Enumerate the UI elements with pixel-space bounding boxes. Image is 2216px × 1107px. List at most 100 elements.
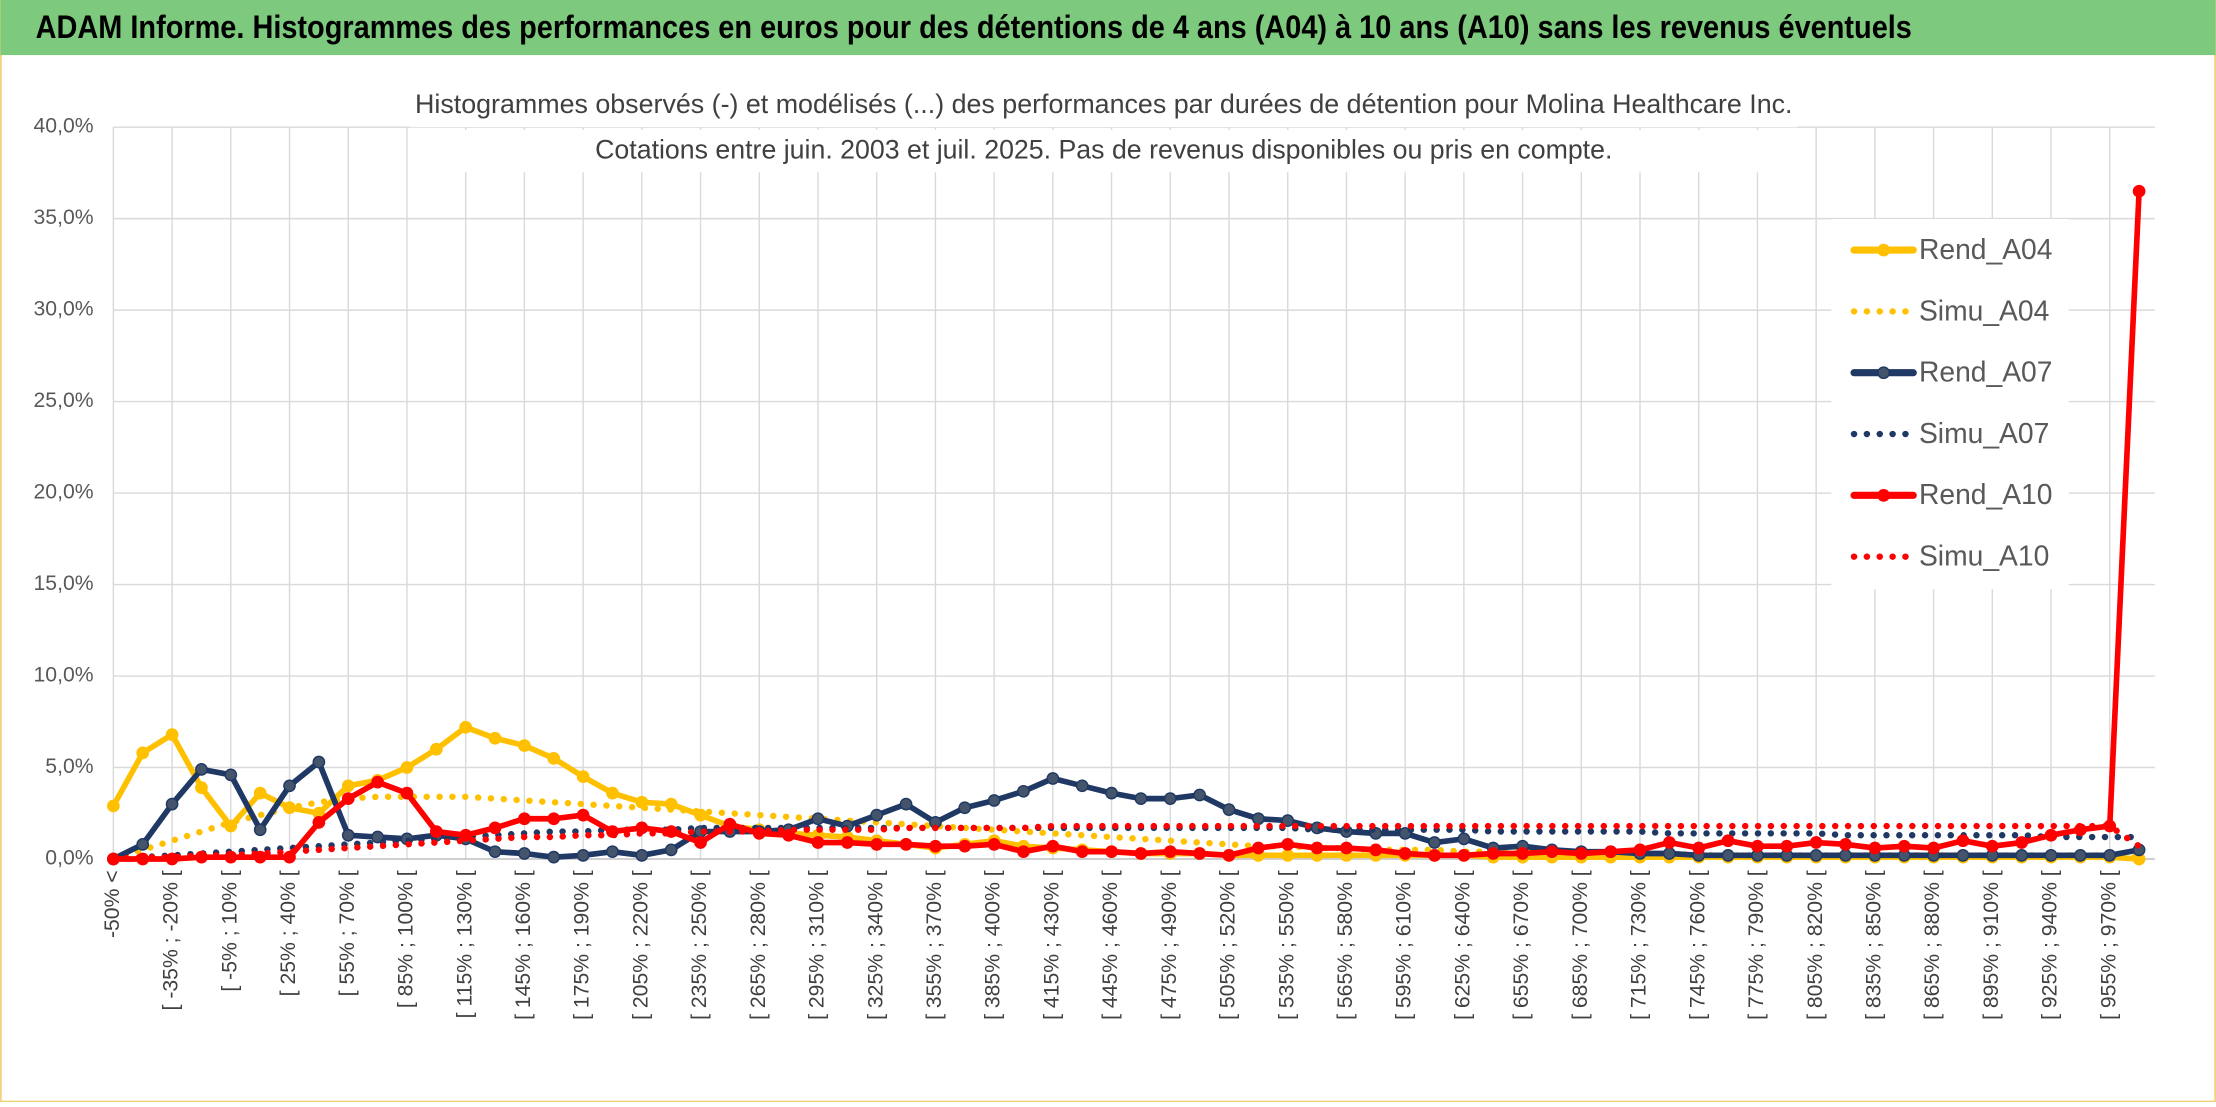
series-marker <box>1017 784 1030 798</box>
x-tick-label: [ 715% ; 730% [ <box>1628 870 1651 1020</box>
x-tick-label: [ 25% ; 40% [ <box>277 870 300 996</box>
x-tick-label: [ 445% ; 460% [ <box>1099 870 1122 1020</box>
x-tick-label: [ 775% ; 790% [ <box>1745 870 1768 1020</box>
x-tick-label: [ 955% ; 970% [ <box>2097 870 2120 1020</box>
y-tick-label: 10,0% <box>34 664 94 687</box>
series-marker <box>958 801 972 815</box>
legend-label: Rend_A04 <box>1919 233 2053 265</box>
series-marker <box>576 848 590 862</box>
series-marker <box>547 812 561 826</box>
series-marker <box>341 779 355 793</box>
series-marker <box>1163 845 1177 859</box>
series-marker <box>1839 838 1852 851</box>
x-tick-label: [ 235% ; 250% [ <box>688 870 711 1020</box>
series-marker <box>518 739 531 752</box>
series-marker <box>165 797 179 811</box>
y-tick-label: 5,0% <box>45 755 93 778</box>
series-marker <box>459 828 473 842</box>
series-marker <box>136 838 150 851</box>
chart-title: ADAM Informe. Histogrammes des performan… <box>36 9 1912 45</box>
series-marker <box>1281 814 1295 827</box>
series-marker <box>136 746 150 760</box>
x-tick-label: [ 205% ; 220% [ <box>629 870 652 1020</box>
series-marker <box>1193 788 1206 802</box>
series-marker <box>341 828 355 842</box>
series-marker <box>1809 836 1823 849</box>
series-marker <box>1809 848 1823 862</box>
series-marker <box>2132 184 2146 198</box>
series-marker <box>811 836 825 849</box>
x-tick-label: [ 565% ; 580% [ <box>1334 870 1357 1020</box>
series-marker <box>1663 836 1676 849</box>
x-tick-label: [ 595% ; 610% [ <box>1393 870 1416 1020</box>
series-marker <box>488 821 502 835</box>
series-marker <box>958 839 972 853</box>
series-marker <box>929 839 942 853</box>
x-tick-label: [ 835% ; 850% [ <box>1862 870 1885 1020</box>
series-marker <box>2103 848 2117 862</box>
series-marker <box>312 816 326 829</box>
series-marker <box>518 812 531 826</box>
x-tick-label: [ 325% ; 340% [ <box>864 870 887 1020</box>
series-marker <box>1310 841 1324 855</box>
series-marker <box>1633 843 1647 857</box>
x-tick-label: [ 505% ; 520% [ <box>1217 870 1240 1020</box>
series-marker <box>1134 847 1148 860</box>
x-tick-label: [ 475% ; 490% [ <box>1158 870 1181 1020</box>
x-tick-label: [ 115% ; 130% [ <box>453 870 476 1018</box>
series-line <box>110 822 2143 863</box>
x-tick-label: [ 865% ; 880% [ <box>1921 870 1944 1020</box>
series-marker <box>1428 848 1441 862</box>
x-tick-label: [ -35% ; -20% [ <box>160 870 183 1010</box>
series-marker <box>1956 834 1970 848</box>
series-marker <box>312 755 326 769</box>
series-marker <box>1516 847 1529 860</box>
series-marker <box>576 770 590 784</box>
series-marker <box>1428 836 1441 849</box>
series-marker <box>400 761 414 774</box>
series-marker <box>1751 839 1764 853</box>
series-marker <box>1251 841 1265 855</box>
series-marker <box>1134 792 1148 805</box>
series-marker <box>606 786 619 800</box>
series-marker <box>1604 845 1618 859</box>
series-marker <box>899 797 913 811</box>
y-tick-label: 20,0% <box>34 481 94 504</box>
series-marker <box>224 768 238 782</box>
x-tick-label: [ 745% ; 760% [ <box>1686 870 1709 1020</box>
series-marker <box>1927 841 1940 855</box>
series-marker <box>429 742 443 756</box>
x-tick-label: -50% < <box>101 870 124 938</box>
legend-label: Rend_A07 <box>1919 356 2053 388</box>
header-bar <box>0 0 2216 56</box>
x-tick-label: [ 925% ; 940% [ <box>2039 870 2062 1020</box>
series-marker <box>1222 803 1236 816</box>
legend-label: Simu_A10 <box>1919 540 2049 572</box>
series-marker <box>870 808 884 822</box>
series-marker <box>1956 848 1970 862</box>
series-marker <box>195 781 208 794</box>
legend-marker <box>1877 366 1890 380</box>
series-marker <box>899 838 913 851</box>
series-marker <box>1545 845 1559 859</box>
series-marker <box>1721 834 1735 848</box>
legend-label: Rend_A10 <box>1919 478 2053 510</box>
series-marker <box>1721 848 1735 862</box>
series-marker <box>1163 792 1177 805</box>
x-tick-label: [ 85% ; 100% [ <box>395 870 418 1008</box>
series-marker <box>576 808 590 822</box>
x-tick-label: [ 655% ; 670% [ <box>1510 870 1533 1020</box>
legend-box <box>1831 218 2069 590</box>
series-marker <box>1075 779 1089 793</box>
series-marker <box>987 794 1001 807</box>
series-marker <box>1574 847 1588 860</box>
legend-marker <box>1877 488 1890 502</box>
series-marker <box>782 828 795 842</box>
series-marker <box>107 799 120 813</box>
series-marker <box>1193 847 1206 860</box>
series-marker <box>1075 845 1089 859</box>
series-marker <box>1457 848 1471 862</box>
series-marker <box>723 817 737 831</box>
series-marker <box>1281 848 1295 862</box>
series-marker <box>488 845 502 859</box>
